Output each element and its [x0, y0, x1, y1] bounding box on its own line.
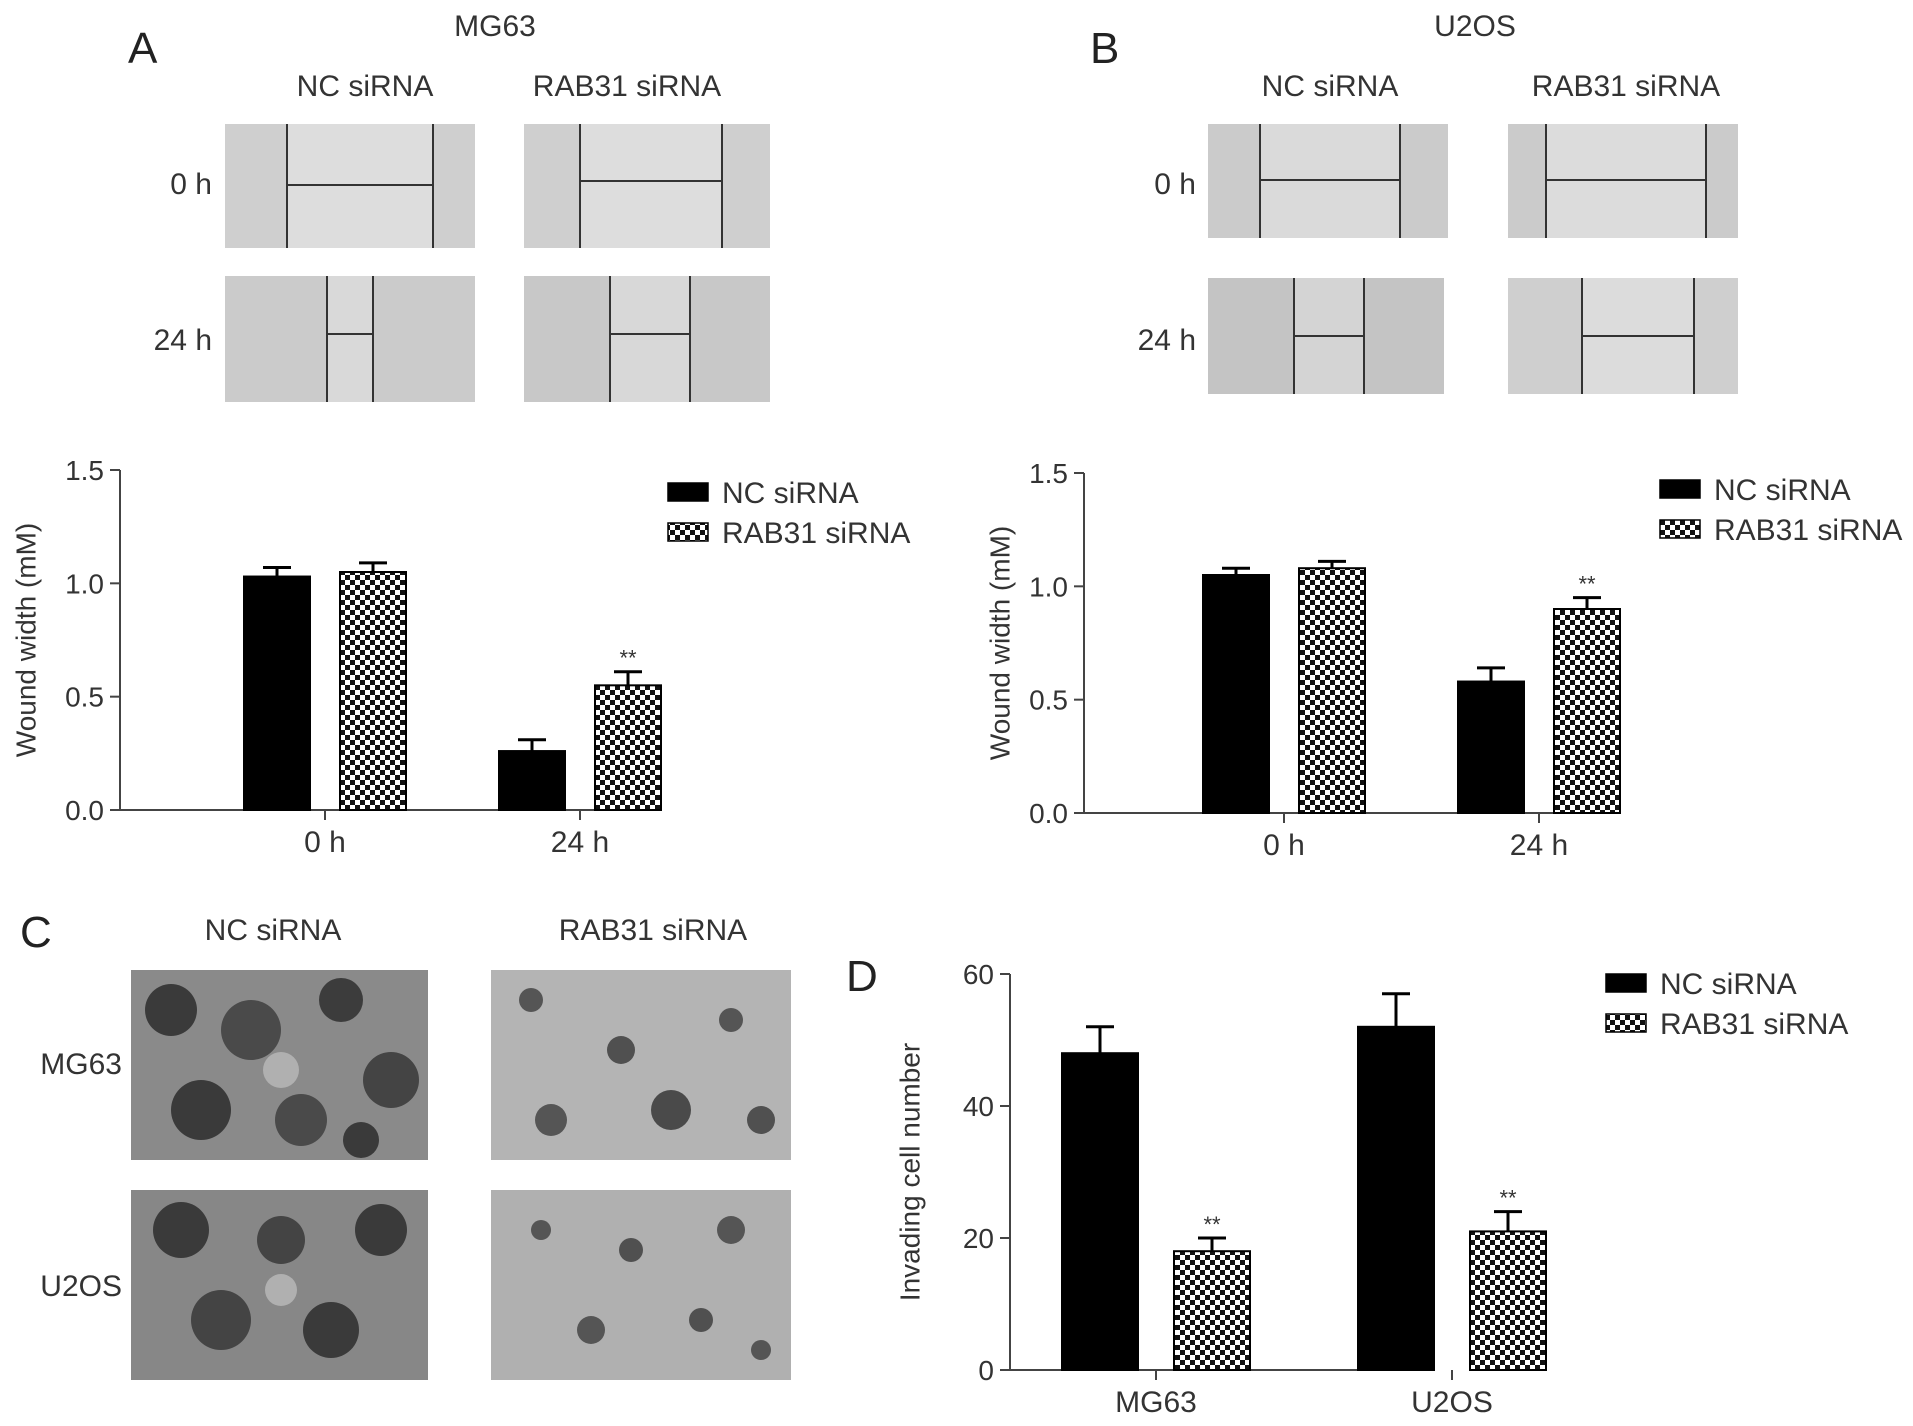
panel-a-col-nc: NC siRNA — [296, 70, 434, 103]
bar-rab31-1 — [1553, 608, 1621, 814]
wound-image-u2os-rab31-24h — [1508, 278, 1738, 394]
y-axis-label: Wound width (mM) — [10, 523, 41, 757]
panel-a-row-24h: 24 h — [153, 324, 212, 357]
wound-image-mg63-nc-24h — [225, 276, 475, 402]
panel-a-row-0h: 0 h — [170, 168, 212, 201]
bar-rab31-0 — [339, 571, 407, 811]
significance-label: ** — [1499, 1186, 1517, 1211]
y-axis-label: Invading cell number — [894, 1043, 925, 1301]
panel-letter-c: C — [20, 908, 52, 957]
panel-c-col-nc: NC siRNA — [204, 914, 342, 947]
wound-image-mg63-rab31-0h — [524, 124, 770, 248]
y-tick-label: 20 — [963, 1223, 994, 1254]
x-tick-label: U2OS — [1411, 1386, 1493, 1419]
panel-b-row-0h: 0 h — [1154, 168, 1196, 201]
wound-image-u2os-nc-0h — [1208, 124, 1448, 238]
significance-label: ** — [1578, 572, 1596, 597]
significance-label: ** — [1203, 1212, 1221, 1237]
bar-nc-1 — [498, 750, 566, 812]
y-tick-label: 0.0 — [65, 795, 104, 826]
y-tick-label: 1.5 — [65, 455, 104, 486]
panel-letter-d: D — [846, 952, 878, 1001]
bar-nc-0 — [1061, 1052, 1139, 1371]
wound-image-u2os-rab31-0h — [1508, 124, 1738, 238]
bar-rab31-1 — [594, 684, 662, 811]
panel-b-row-24h: 24 h — [1137, 324, 1196, 357]
legend-label: NC siRNA — [1660, 968, 1797, 1001]
y-tick-label: 40 — [963, 1091, 994, 1122]
legend-swatch — [1605, 1013, 1647, 1033]
invasion-image-u2os-nc — [131, 1190, 428, 1380]
y-tick-label: 1.0 — [65, 568, 104, 599]
panel-letter-b: B — [1090, 24, 1120, 73]
y-tick-label: 0.5 — [65, 682, 104, 713]
legend-swatch — [1605, 973, 1647, 993]
panel-c-row-mg63: MG63 — [40, 1048, 122, 1081]
bar-rab31-0 — [1298, 567, 1366, 814]
y-tick-label: 0.5 — [1029, 685, 1068, 716]
y-tick-label: 0.0 — [1029, 798, 1068, 829]
bar-nc-0 — [1202, 574, 1270, 814]
panel-c-col-rab31: RAB31 siRNA — [558, 914, 748, 947]
panel-c-row-u2os: U2OS — [40, 1270, 122, 1303]
x-tick-label: 24 h — [1510, 829, 1568, 862]
x-tick-label: 0 h — [1263, 829, 1305, 862]
wound-width-chart-mg63: 0.0 0.5 1.0 1.5 Wound width (mM) 0 h ** 24 h NC … — [10, 455, 910, 859]
panel-b-col-nc: NC siRNA — [1261, 70, 1399, 103]
legend-swatch — [667, 482, 709, 502]
legend-label: NC siRNA — [722, 477, 859, 510]
y-tick-label: 0 — [978, 1355, 994, 1386]
panel-a-cell-line: MG63 — [454, 10, 536, 43]
y-tick-label: 1.5 — [1029, 458, 1068, 489]
wound-image-u2os-nc-24h — [1208, 278, 1444, 394]
wound-image-mg63-nc-0h — [225, 124, 475, 248]
invasion-image-u2os-rab31 — [491, 1190, 791, 1380]
wound-width-chart-u2os: 0.0 0.5 1.0 1.5 Wound width (mM) 0 h ** 24 h NC … — [984, 458, 1902, 862]
legend-swatch — [667, 522, 709, 542]
panel-b-col-rab31: RAB31 siRNA — [1531, 70, 1721, 103]
x-tick-label: 24 h — [551, 826, 609, 859]
legend-label: RAB31 siRNA — [1714, 514, 1902, 547]
bar-rab31-1 — [1469, 1230, 1547, 1371]
panel-b-cell-line: U2OS — [1434, 10, 1516, 43]
x-tick-label: 0 h — [304, 826, 346, 859]
wound-image-mg63-rab31-24h — [524, 276, 770, 402]
significance-label: ** — [619, 646, 637, 671]
legend-swatch — [1659, 479, 1701, 499]
panel-a-col-rab31: RAB31 siRNA — [532, 70, 722, 103]
bar-nc-0 — [243, 575, 311, 811]
invading-cell-chart: 0 20 40 60 Invading cell number ** MG63 ** U2OS N… — [894, 959, 1848, 1419]
invasion-image-mg63-rab31 — [491, 970, 791, 1160]
x-tick-label: MG63 — [1115, 1386, 1197, 1419]
invasion-image-mg63-nc — [131, 970, 428, 1160]
y-tick-label: 1.0 — [1029, 571, 1068, 602]
panel-letter-a: A — [128, 24, 158, 73]
legend-label: RAB31 siRNA — [722, 517, 910, 550]
bar-nc-1 — [1357, 1025, 1435, 1372]
legend-swatch — [1659, 519, 1701, 539]
bar-nc-1 — [1457, 680, 1525, 814]
bar-rab31-0 — [1173, 1250, 1251, 1372]
y-tick-label: 60 — [963, 959, 994, 990]
y-axis-label: Wound width (mM) — [984, 526, 1015, 760]
legend-label: RAB31 siRNA — [1660, 1008, 1848, 1041]
legend-label: NC siRNA — [1714, 474, 1851, 507]
